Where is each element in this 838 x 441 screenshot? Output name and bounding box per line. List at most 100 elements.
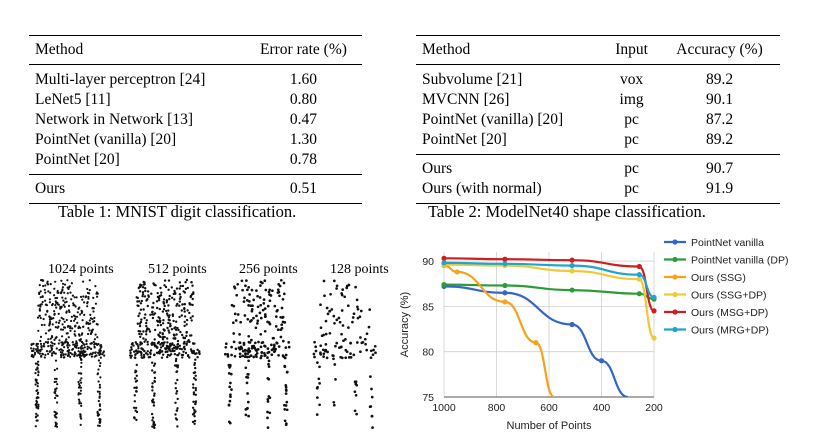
legend-label: Ours (SSG+DP) [691, 290, 767, 302]
legend-label: Ours (SSG) [691, 272, 746, 284]
y-axis-label: Accuracy (%) [399, 292, 411, 357]
legend-label: Ours (MSG+DP) [691, 307, 768, 319]
accuracy-chart: 1000 800 600 400 200 75 80 85 90 Number of Points… [399, 237, 788, 432]
data-point [454, 269, 460, 275]
data-point [651, 294, 657, 300]
table-modelnet: Method Input Accuracy (%) Subvolume [21]… [416, 35, 780, 204]
table-mnist: Method Error rate (%) Multi-layer percep… [29, 35, 362, 204]
x-tick-label: 200 [645, 402, 663, 414]
data-point [598, 358, 605, 364]
table-header-row: Method Error rate (%) [29, 35, 362, 65]
cell-value: 0.78 [289, 151, 318, 168]
data-point [636, 291, 642, 297]
x-tick-label: 600 [540, 402, 558, 414]
legend-label: PointNet vanilla [691, 237, 764, 249]
x-tick-label: 400 [593, 402, 611, 414]
y-tick-label: 75 [422, 392, 434, 404]
table-row: PointNet [20] pc 89.2 [416, 130, 780, 155]
table-row-ours: Ours pc 90.7 [416, 154, 780, 180]
cell-method: Ours [35, 180, 66, 197]
cell-input: pc [624, 111, 639, 128]
table-row: Network in Network [13] 0.47 [29, 110, 362, 130]
y-tick-label: 90 [422, 256, 434, 268]
cell-value-best: 0.47 [289, 111, 318, 128]
table-row: MVCNN [26] img 90.1 [416, 90, 780, 110]
pointcloud-chairs [30, 278, 377, 430]
cell-value: 1.60 [289, 71, 318, 88]
cell-input: pc [624, 180, 639, 197]
cell-method: LeNet5 [11] [35, 91, 111, 108]
cell-value: 1.30 [289, 131, 318, 148]
y-tick-label: 80 [422, 347, 434, 359]
cell-input: pc [624, 160, 639, 177]
legend-marker [672, 256, 678, 263]
chair-pointcloud [312, 279, 377, 429]
legend-label: Ours (MRG+DP) [691, 325, 769, 337]
x-tick-label: 800 [488, 402, 506, 414]
cell-method: PointNet [20] [35, 151, 120, 168]
data-point [502, 299, 508, 305]
cell-value: 0.51 [289, 180, 318, 197]
data-point [502, 256, 508, 262]
data-point [569, 268, 575, 274]
legend-marker [672, 326, 678, 333]
chair-pointcloud [128, 278, 201, 430]
series [441, 262, 555, 397]
cell-value: 89.2 [705, 71, 734, 88]
table2-caption: Table 2: ModelNet40 shape classification… [428, 202, 706, 221]
data-point [441, 255, 447, 261]
table-row: PointNet (vanilla) [20] 1.30 [29, 130, 362, 150]
cell-method: PointNet [20] [422, 131, 507, 148]
col-header-method: Method [35, 41, 84, 58]
cell-method: Ours [422, 160, 453, 177]
data-point [651, 335, 657, 341]
cell-input: vox [619, 71, 644, 88]
data-point [569, 287, 575, 293]
col-header-method: Method [422, 41, 471, 58]
data-point [569, 321, 575, 328]
data-point [533, 340, 539, 346]
legend-marker [672, 291, 678, 298]
table-header-row: Method Input Accuracy (%) [416, 35, 780, 65]
cell-method: Ours (with normal) [422, 180, 542, 197]
data-point [636, 272, 642, 278]
chair-pointcloud [223, 278, 291, 429]
cell-method: Network in Network [13] [35, 111, 193, 128]
data-point [569, 257, 575, 263]
chair-pointcloud [30, 279, 106, 428]
cell-input: pc [624, 131, 639, 148]
data-point [636, 276, 642, 282]
x-tick-label: 1000 [432, 402, 456, 414]
cell-value-best: 91.9 [705, 180, 734, 197]
cell-method: Subvolume [21] [422, 71, 523, 88]
col-header-error: Error rate (%) [260, 41, 347, 58]
table-row: LeNet5 [11] 0.80 [29, 90, 362, 110]
cell-input: img [619, 91, 644, 108]
data-point [502, 261, 508, 267]
cell-value: 90.7 [705, 160, 734, 177]
data-point [502, 290, 508, 296]
data-point [441, 282, 447, 288]
pointcloud-label: 256 points [239, 262, 298, 277]
table-row-ours: Ours (with normal) pc 91.9 [416, 179, 780, 204]
series [441, 255, 657, 314]
series [441, 260, 657, 300]
legend-label: PointNet vanilla (DP) [691, 255, 788, 267]
table-row: PointNet [20] 0.78 [29, 150, 362, 175]
x-axis-label: Number of Points [507, 420, 592, 432]
cell-method: Multi-layer perceptron [24] [35, 71, 206, 88]
cell-value: 89.2 [705, 131, 734, 148]
table1-caption: Table 1: MNIST digit classification. [58, 202, 297, 221]
y-tick-label: 85 [422, 301, 434, 313]
pointcloud-label: 1024 points [48, 262, 114, 277]
data-point [502, 282, 508, 289]
table-row: Subvolume [21] vox 89.2 [416, 64, 780, 91]
cell-value: 0.80 [289, 91, 318, 108]
table-row: PointNet (vanilla) [20] pc 87.2 [416, 110, 780, 130]
table-row: Multi-layer perceptron [24] 1.60 [29, 64, 362, 91]
cell-value: 87.2 [705, 111, 734, 128]
legend-marker [672, 309, 678, 315]
cell-method: PointNet (vanilla) [20] [35, 131, 177, 148]
col-header-input: Input [615, 41, 648, 58]
legend-marker [672, 274, 678, 280]
